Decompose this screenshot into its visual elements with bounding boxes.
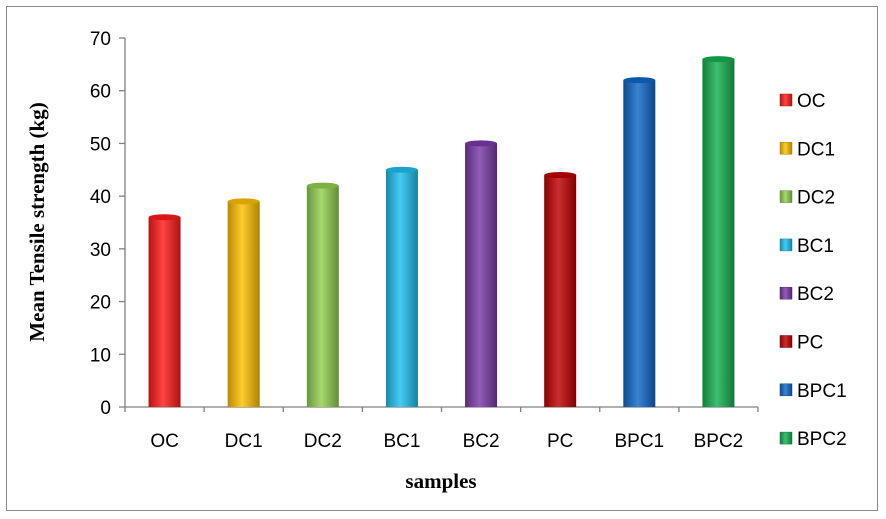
legend-label-bc1: BC1 — [797, 236, 834, 257]
legend-swatch-pc — [779, 335, 793, 348]
y-tick-label: 70 — [90, 29, 111, 50]
y-tick-label: 30 — [90, 240, 111, 261]
y-tick-label: 10 — [90, 345, 111, 366]
bars — [148, 56, 735, 408]
legend-swatch-bpc2 — [779, 431, 793, 445]
bar-cap — [544, 172, 577, 179]
x-axis-ticks: OC DC1 DC2 BC1 BC2 PC BPC1 BPC2 — [124, 407, 759, 452]
x-tick-label: DC2 — [304, 431, 342, 452]
y-tick-label: 40 — [90, 187, 111, 208]
bar-cap — [385, 166, 418, 173]
x-tick-label: BPC2 — [694, 431, 744, 452]
bar-cap — [623, 77, 656, 84]
y-tick-label: 20 — [90, 293, 111, 314]
y-axis-title: Mean Tensile strength (kg) — [25, 102, 49, 341]
bar-bpc2 — [702, 59, 735, 407]
legend: OC DC1 DC2 BC1 BC2 PC BPC1 BPC2 — [779, 91, 847, 450]
y-axis-ticks: 0 10 20 30 40 50 60 70 — [90, 29, 125, 419]
bar-bc1 — [385, 169, 418, 407]
bar-bc2 — [465, 143, 498, 407]
bar-pc — [544, 175, 577, 407]
legend-swatch-bc2 — [779, 286, 793, 300]
legend-label-bc2: BC2 — [797, 284, 834, 305]
bar-cap — [465, 140, 498, 147]
bar-bpc1 — [623, 80, 656, 408]
legend-swatch-dc1 — [779, 142, 793, 155]
legend-swatch-bpc1 — [779, 383, 793, 397]
legend-label-dc1: DC1 — [797, 139, 835, 160]
legend-label-bpc1: BPC1 — [797, 381, 847, 402]
legend-swatch-oc — [779, 93, 793, 107]
bar-cap — [148, 214, 181, 221]
bar-cap — [227, 198, 260, 205]
legend-swatch-bc1 — [779, 238, 793, 252]
x-axis-title: samples — [405, 469, 476, 493]
legend-label-bpc2: BPC2 — [797, 429, 847, 450]
y-tick-label: 60 — [90, 82, 111, 103]
x-tick-label: OC — [150, 431, 179, 452]
x-tick-label: DC1 — [225, 431, 263, 452]
bar-dc1 — [227, 201, 260, 407]
legend-label-dc2: DC2 — [797, 188, 835, 209]
legend-swatch-dc2 — [779, 190, 793, 203]
bar-dc2 — [306, 185, 339, 407]
legend-label-pc: PC — [797, 333, 823, 354]
bar-cap — [306, 182, 339, 189]
y-tick-label: 0 — [100, 398, 111, 419]
legend-label-oc: OC — [797, 91, 826, 112]
x-tick-label: BC1 — [383, 431, 420, 452]
x-tick-label: BC2 — [463, 431, 500, 452]
y-tick-label: 50 — [90, 134, 111, 155]
x-tick-label: PC — [547, 431, 573, 452]
x-tick-label: BPC1 — [614, 431, 664, 452]
bar-oc — [148, 217, 181, 407]
bar-cap — [702, 56, 735, 63]
